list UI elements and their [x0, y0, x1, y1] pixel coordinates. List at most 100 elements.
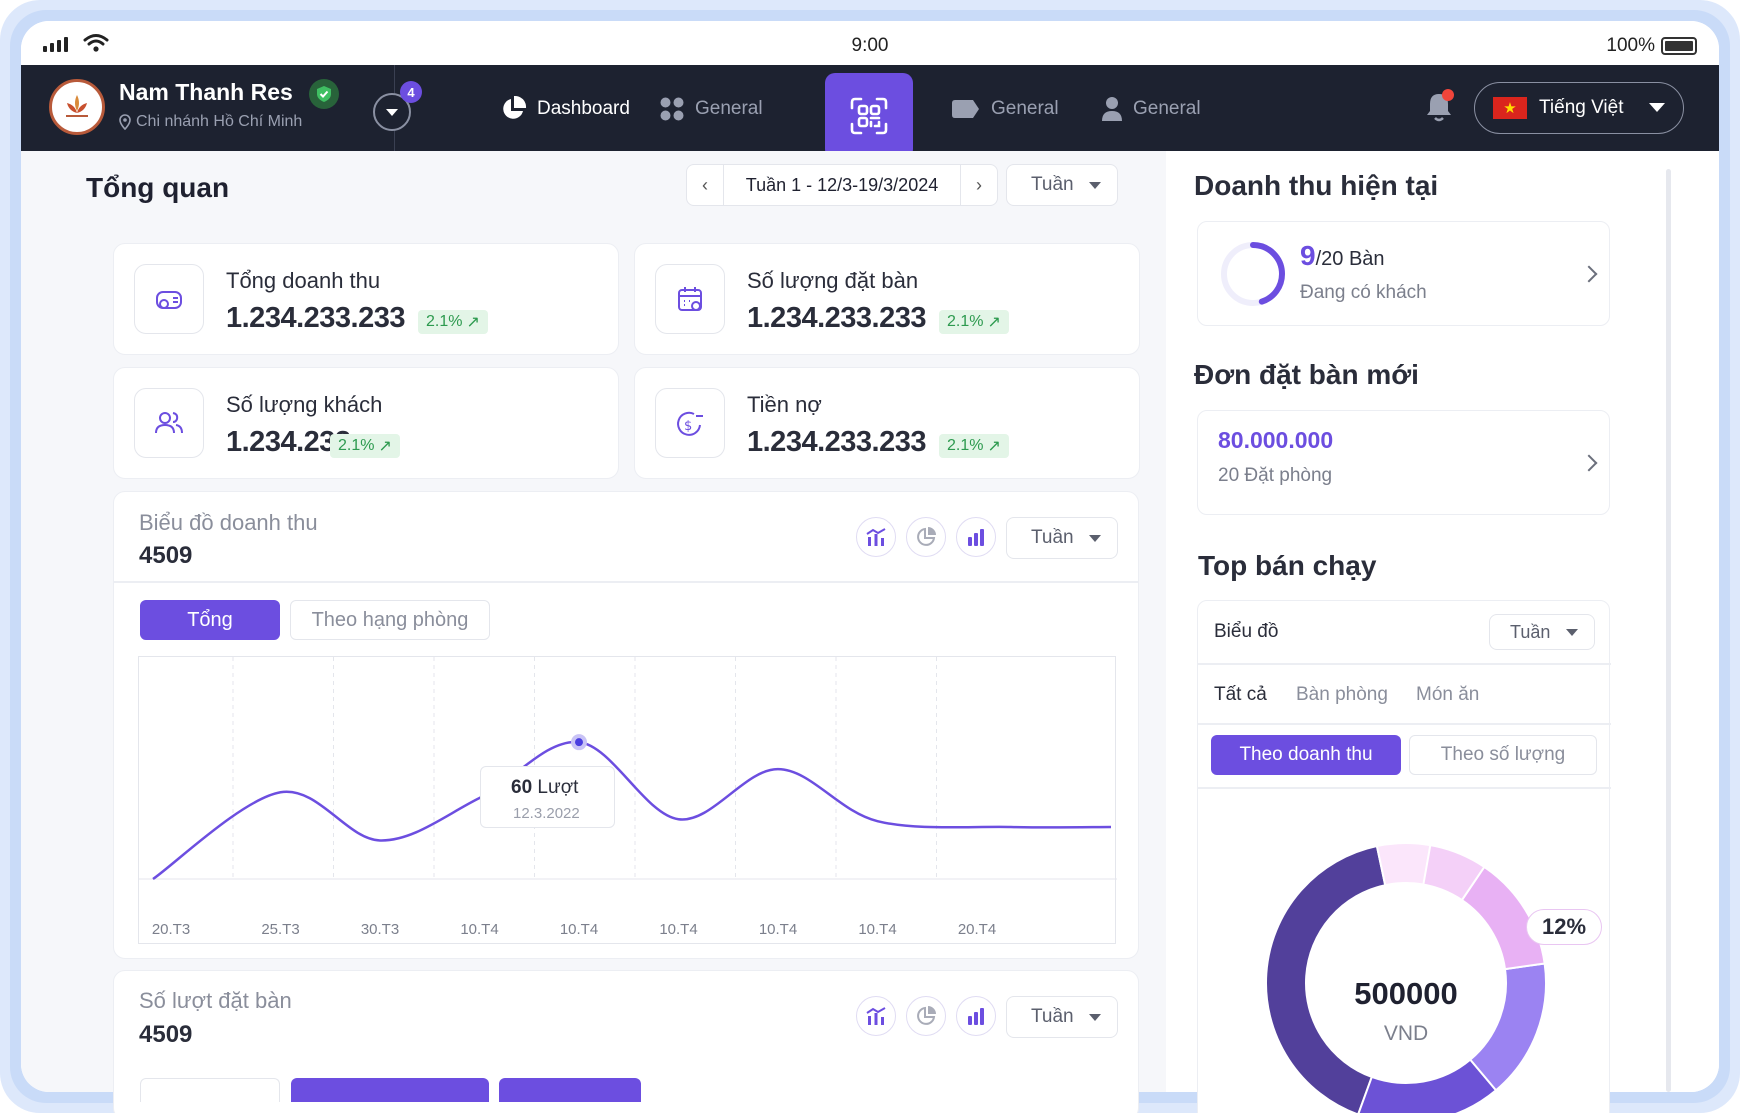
money-bag-icon [134, 264, 204, 334]
bookings-period-value: Tuần [1031, 1006, 1074, 1027]
mode-by-revenue[interactable]: Theo doanh thu [1211, 735, 1401, 775]
filter-all[interactable]: Tất cả [1214, 684, 1267, 705]
prev-week-button[interactable]: ‹ [702, 174, 708, 195]
chevron-down-icon [1566, 629, 1578, 636]
card-divider [1198, 663, 1611, 665]
language-selector[interactable]: ★ Tiếng Việt [1474, 82, 1684, 134]
tab-by-room-class[interactable]: Theo hạng phòng [290, 600, 490, 640]
mode-by-quantity[interactable]: Theo số lượng [1409, 735, 1597, 775]
users-icon [134, 388, 204, 458]
bookings-tab-3[interactable] [499, 1078, 641, 1102]
top-navbar: Nam Thanh Res Chi nhánh Hồ Chí Minh 4 Da… [21, 65, 1719, 159]
bar-line-chart-icon [866, 1007, 886, 1025]
stat-change-badge: 2.1% ↗ [939, 310, 1009, 334]
x-axis-tick-label: 10.T4 [758, 921, 798, 938]
occupied-tables: 9 [1300, 240, 1316, 271]
week-label[interactable]: Tuần 1 - 12/3-19/3/2024 [723, 165, 961, 205]
bookings-tab-1[interactable] [140, 1078, 280, 1102]
next-week-button[interactable]: › [976, 174, 982, 195]
stat-card-revenue[interactable]: Tổng doanh thu 1.234.233.233 2.1% ↗ [113, 243, 619, 355]
top-selling-title: Top bán chạy [1198, 550, 1377, 581]
top-selling-card: Biểu đồ Tuần Tất cả Bàn phòng Món ăn The… [1197, 600, 1611, 1113]
top-selling-donut-chart [1265, 842, 1547, 1113]
card-divider [1198, 723, 1611, 725]
stat-change-value: 2.1% [426, 313, 463, 330]
revenue-chart-total: 4509 [139, 542, 193, 569]
signal-icon [43, 37, 68, 52]
revenue-period-value: Tuần [1031, 527, 1074, 548]
chevron-down-icon [1089, 535, 1101, 542]
overview-period-select[interactable]: Tuần [1006, 164, 1118, 206]
branch-location: Chi nhánh Hồ Chí Minh [119, 113, 302, 131]
bar-chart-icon [968, 529, 984, 546]
branch-count-badge: 4 [400, 81, 422, 103]
bookings-chart-title: Số lượt đặt bàn [139, 988, 292, 1013]
stat-title: Số lượng đặt bàn [747, 268, 919, 293]
chevron-down-icon [386, 108, 398, 116]
table-occupancy-ring [1221, 242, 1285, 306]
lotus-logo-icon [66, 95, 88, 117]
nav-dashboard[interactable]: Dashboard [499, 93, 630, 125]
top-selling-period-value: Tuần [1510, 621, 1551, 642]
wifi-icon [83, 34, 109, 52]
bookings-chart-total: 4509 [139, 1021, 193, 1048]
tooltip-unit: Lượt [537, 777, 579, 798]
brand-logo[interactable] [49, 79, 105, 135]
donut-slice[interactable] [1357, 1058, 1498, 1113]
donut-slice[interactable] [1468, 962, 1547, 1092]
donut-slice[interactable] [1375, 842, 1432, 887]
x-axis-tick-label: 30.T3 [360, 921, 400, 938]
vietnam-flag-icon: ★ [1493, 97, 1527, 119]
bookings-period-select[interactable]: Tuần [1006, 996, 1118, 1038]
stat-card-guests[interactable]: Số lượng khách 1.234.233 2.1% ↗ [113, 367, 619, 479]
current-revenue-card[interactable]: 9/20 Bàn Đang có khách [1197, 221, 1610, 326]
tag-icon [952, 100, 979, 118]
new-bookings-amount: 80.000.000 [1218, 427, 1334, 453]
nav-dashboard-label: Dashboard [537, 98, 630, 119]
current-revenue-title: Doanh thu hiện tại [1194, 170, 1439, 201]
new-bookings-card[interactable]: 80.000.000 20 Đặt phòng [1197, 410, 1610, 515]
right-panel-scrollbar[interactable] [1666, 169, 1671, 1092]
stat-change-value: 2.1% [338, 437, 375, 454]
bar-line-chart-icon [866, 528, 886, 546]
nav-general-user[interactable]: General [1101, 93, 1201, 125]
bar-chart-toggle[interactable] [956, 996, 996, 1036]
occupancy-status: Đang có khách [1300, 282, 1427, 303]
tab-total[interactable]: Tổng [140, 600, 280, 640]
donut-slice[interactable] [1460, 865, 1546, 971]
line-chart-toggle[interactable] [856, 996, 896, 1036]
top-selling-period-select[interactable]: Tuần [1489, 614, 1595, 650]
tooltip-date: 12.3.2022 [513, 805, 580, 822]
nav-general-label-1: General [695, 98, 763, 119]
x-axis-tick-label: 10.T4 [858, 921, 897, 938]
stat-card-bookings[interactable]: Số lượng đặt bàn 1.234.233.233 2.1% ↗ [634, 243, 1140, 355]
x-axis-tick-label: 10.T4 [559, 921, 599, 938]
line-chart-toggle[interactable] [856, 517, 896, 557]
qr-scan-button[interactable] [825, 73, 913, 159]
nav-general-label-3: General [1133, 98, 1201, 119]
x-axis-tick-label: 20.T3 [151, 921, 191, 938]
revenue-series-line [152, 740, 1112, 881]
trend-up-icon: ↗ [466, 314, 480, 331]
pie-chart-toggle[interactable] [906, 517, 946, 557]
new-bookings-title: Đơn đặt bàn mới [1194, 359, 1419, 390]
bar-chart-toggle[interactable] [956, 517, 996, 557]
chevron-right-icon [1580, 265, 1598, 283]
revenue-period-select[interactable]: Tuần [1006, 517, 1118, 559]
chart-highlight-point[interactable] [571, 734, 587, 751]
svg-text:$: $ [684, 419, 692, 434]
nav-general-apps[interactable]: General [659, 93, 763, 125]
stat-change-badge: 2.1% ↗ [939, 434, 1009, 458]
stat-change-value: 2.1% [947, 437, 984, 454]
nav-general-tags[interactable]: General [949, 93, 1059, 125]
stat-card-debt[interactable]: $ Tiền nợ 1.234.233.233 2.1% ↗ [634, 367, 1140, 479]
donut-slice[interactable] [1265, 844, 1387, 1113]
overview-period-value: Tuần [1031, 174, 1074, 195]
pie-chart-toggle[interactable] [906, 996, 946, 1036]
stat-change-badge: 2.1% ↗ [330, 434, 400, 458]
bookings-tab-2[interactable] [291, 1078, 489, 1102]
filter-dishes[interactable]: Món ăn [1416, 684, 1480, 705]
battery-icon [1661, 37, 1697, 55]
stat-change-badge: 2.1% ↗ [418, 310, 488, 334]
filter-tables[interactable]: Bàn phòng [1296, 684, 1388, 705]
